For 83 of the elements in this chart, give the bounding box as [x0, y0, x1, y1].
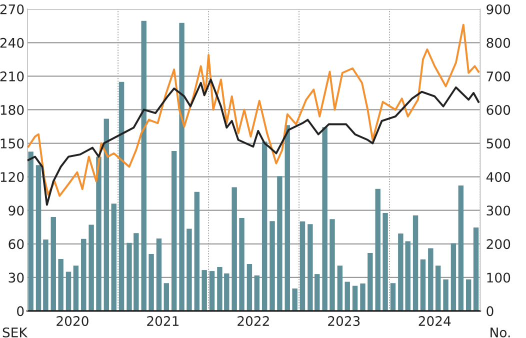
bar: [428, 248, 434, 311]
bar: [194, 192, 200, 311]
bar: [246, 264, 252, 311]
y-tick-label: 180: [0, 104, 24, 115]
bar: [88, 224, 94, 311]
bar: [28, 152, 34, 311]
line-series: [27, 24, 480, 197]
bar: [232, 187, 237, 311]
bar: [352, 286, 358, 311]
bar: [58, 258, 64, 311]
bar: [254, 275, 260, 311]
y2-tick-label: 100: [487, 272, 510, 283]
bar: [202, 270, 207, 311]
x-tick-label: 2020: [56, 316, 88, 326]
bar: [382, 213, 388, 311]
y-tick-label: 210: [0, 71, 24, 82]
bar: [73, 266, 79, 311]
y-axis-title: SEK: [2, 327, 28, 338]
bar: [43, 240, 48, 311]
y2-tick-label: 200: [486, 239, 510, 250]
bar: [420, 259, 426, 311]
y2-tick-label: 300: [486, 206, 510, 216]
bar: [337, 266, 343, 311]
bar: [209, 271, 215, 311]
y2-tick-label: 500: [486, 138, 510, 148]
bar: [292, 288, 298, 311]
line-series: [27, 78, 480, 206]
bar: [50, 217, 56, 311]
bar: [262, 142, 268, 311]
bar: [277, 176, 282, 311]
bar: [398, 233, 404, 311]
bar: [405, 241, 410, 311]
y2-axis-title: No.: [490, 328, 510, 338]
bar: [368, 252, 373, 311]
bar: [450, 243, 456, 311]
bar: [443, 279, 448, 311]
bar: [473, 227, 479, 311]
bar: [66, 272, 72, 311]
bar: [435, 266, 441, 311]
bar: [344, 282, 350, 311]
bar: [118, 82, 124, 311]
y2-tick-label: 900: [486, 4, 510, 14]
bar: [96, 156, 102, 311]
bar: [270, 221, 275, 311]
y2-tick-label: 800: [486, 38, 510, 48]
y-tick-label: 90: [8, 206, 24, 216]
bar: [148, 254, 154, 311]
y-tick-label: 120: [0, 172, 24, 182]
y-tick-label: 270: [0, 4, 24, 14]
y2-tick-label: 600: [486, 104, 510, 115]
bar: [171, 150, 177, 311]
x-tick-label: 2022: [238, 316, 269, 326]
bar: [164, 283, 170, 311]
bar: [179, 22, 184, 311]
bar: [111, 204, 116, 311]
bar: [284, 125, 290, 311]
bar: [104, 118, 110, 311]
y-tick-label: 240: [0, 38, 24, 48]
x-tick-label: 2023: [328, 316, 360, 326]
bar: [412, 215, 418, 311]
bar: [360, 283, 366, 311]
x-tick-label: 2021: [147, 316, 179, 326]
bar: [458, 186, 464, 311]
y-tick-label: 30: [8, 272, 24, 283]
bar: [239, 218, 244, 311]
y-tick-label: 0: [17, 306, 24, 316]
y2-tick-label: 0: [486, 306, 494, 316]
bar: [300, 221, 306, 311]
y-tick-label: 60: [8, 239, 24, 250]
bar: [36, 165, 42, 311]
bar: [330, 219, 335, 311]
bar: [81, 238, 86, 311]
bar: [322, 127, 328, 311]
bar: [141, 20, 146, 311]
bar: [186, 228, 192, 311]
y2-tick-label: 400: [486, 172, 510, 182]
bar: [466, 279, 472, 311]
bar: [375, 188, 380, 311]
y-tick-label: 150: [0, 138, 24, 148]
y2-tick-label: 700: [486, 71, 510, 82]
x-tick-label: 2024: [418, 316, 451, 326]
bar: [390, 283, 396, 311]
bar: [156, 238, 162, 311]
